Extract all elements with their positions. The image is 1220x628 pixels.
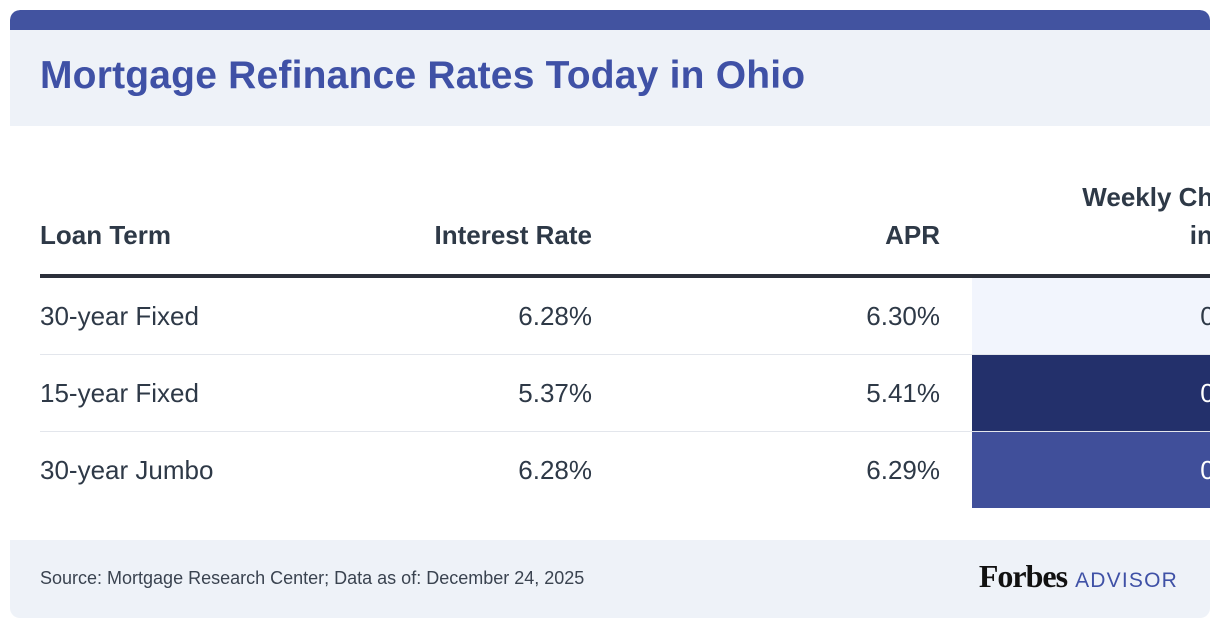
- source-note: Source: Mortgage Research Center; Data a…: [40, 568, 584, 589]
- weekly-change-cell: 0.00%: [972, 276, 1210, 355]
- top-accent-bar: [10, 10, 1210, 30]
- weekly-change-cell: 0.40%: [972, 432, 1210, 509]
- table-row: 15-year Fixed 5.37% 5.41% 0.50%: [40, 355, 1210, 432]
- rates-table: Loan Term Interest Rate APR Weekly Chang…: [40, 178, 1210, 508]
- interest-rate-cell: 6.28%: [272, 276, 624, 355]
- apr-cell: 5.41%: [624, 355, 972, 432]
- column-header-loan-term: Loan Term: [40, 178, 272, 276]
- column-header-weekly-change-line1: Weekly Change: [1082, 182, 1210, 212]
- loan-term-cell: 30-year Fixed: [40, 276, 272, 355]
- interest-rate-cell: 5.37%: [272, 355, 624, 432]
- column-header-weekly-change: Weekly Change in APR: [972, 178, 1210, 276]
- footer-panel: Source: Mortgage Research Center; Data a…: [10, 540, 1210, 618]
- page-title: Mortgage Refinance Rates Today in Ohio: [40, 54, 805, 98]
- column-header-apr: APR: [624, 178, 972, 276]
- forbes-advisor-logo: Forbes ADVISOR: [979, 558, 1178, 595]
- column-header-interest-rate: Interest Rate: [272, 178, 624, 276]
- weekly-change-cell: 0.50%: [972, 355, 1210, 432]
- header-panel: Mortgage Refinance Rates Today in Ohio: [10, 30, 1210, 126]
- logo-brand-text: Forbes: [979, 558, 1067, 594]
- rates-card: Mortgage Refinance Rates Today in Ohio L…: [10, 10, 1210, 618]
- loan-term-cell: 30-year Jumbo: [40, 432, 272, 509]
- apr-cell: 6.29%: [624, 432, 972, 509]
- apr-cell: 6.30%: [624, 276, 972, 355]
- column-header-weekly-change-line2: in APR: [1190, 220, 1210, 250]
- table-row: 30-year Jumbo 6.28% 6.29% 0.40%: [40, 432, 1210, 509]
- table-row: 30-year Fixed 6.28% 6.30% 0.00%: [40, 276, 1210, 355]
- loan-term-cell: 15-year Fixed: [40, 355, 272, 432]
- logo-suffix-text: ADVISOR: [1075, 569, 1178, 592]
- table-header-row: Loan Term Interest Rate APR Weekly Chang…: [40, 178, 1210, 276]
- interest-rate-cell: 6.28%: [272, 432, 624, 509]
